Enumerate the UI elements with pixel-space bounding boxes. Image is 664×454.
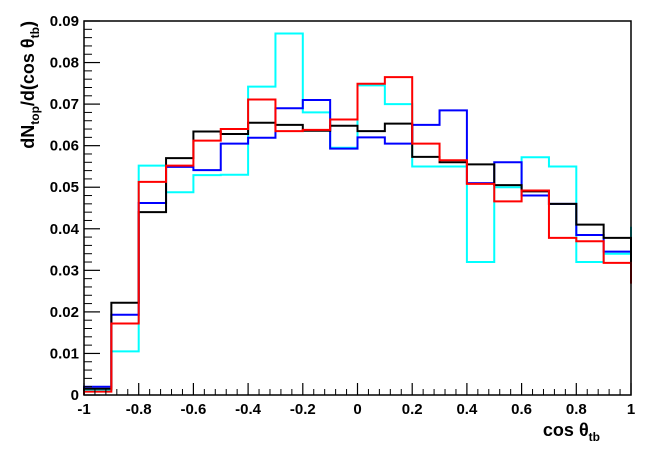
y-tick-label: 0 <box>71 387 79 404</box>
x-tick-label: 0.8 <box>566 401 587 418</box>
y-tick-label: 0.08 <box>50 55 79 72</box>
y-tick-label: 0.02 <box>50 304 79 321</box>
x-tick-label: -0.4 <box>235 401 262 418</box>
y-tick-label: 0.01 <box>50 345 79 362</box>
y-tick-label: 0.06 <box>50 138 79 155</box>
x-tick-label: -0.2 <box>290 401 316 418</box>
x-axis-label: cos θtb <box>543 420 600 444</box>
x-tick-label: 0.4 <box>456 401 478 418</box>
x-tick-label: -0.8 <box>126 401 152 418</box>
y-axis-label-part3: ) <box>18 21 38 27</box>
x-tick-label: 0.6 <box>511 401 532 418</box>
axis-tick-labels: -1 -0.8 -0.6 -0.4 -0.2 0 0.2 0.4 0.6 0.8 1 0 0.01 0.0… <box>50 13 635 418</box>
series-layer <box>83 32 632 395</box>
x-tick-label: 0 <box>353 401 361 418</box>
x-tick-label: -0.6 <box>180 401 206 418</box>
y-axis-label-part1: dN <box>18 125 38 149</box>
y-tick-label: 0.09 <box>50 13 79 30</box>
y-tick-label: 0.07 <box>50 96 79 113</box>
y-axis-label: dNtop/d(cos θtb) <box>18 21 42 149</box>
x-axis-label-main: cos θ <box>543 420 589 440</box>
axis-ticks <box>83 20 632 396</box>
x-tick-label: 1 <box>627 401 635 418</box>
y-axis-label-sub2: tb <box>28 27 42 38</box>
y-tick-label: 0.05 <box>50 179 79 196</box>
y-tick-label: 0.03 <box>50 262 79 279</box>
x-tick-label: -1 <box>77 401 90 418</box>
y-axis-label-part2: /d(cos θ <box>18 38 38 106</box>
x-tick-label: 0.2 <box>402 401 423 418</box>
x-axis-label-sub: tb <box>589 430 600 444</box>
y-axis-label-sub1: top <box>28 106 42 125</box>
series-line-3 <box>83 76 632 395</box>
y-tick-label: 0.04 <box>50 221 80 238</box>
